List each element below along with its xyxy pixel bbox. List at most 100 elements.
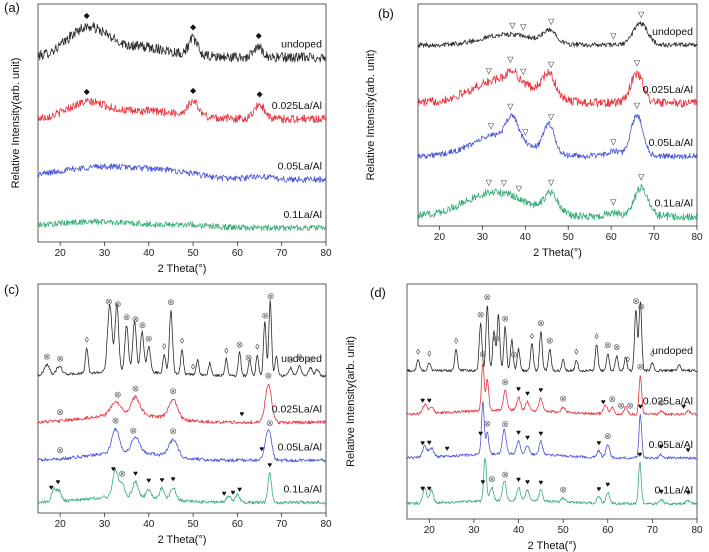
peak-marker: ⊗ xyxy=(501,314,509,324)
peak-marker: ♥ xyxy=(601,397,606,406)
peak-marker: ▽ xyxy=(520,67,527,76)
x-tick-label: 80 xyxy=(320,248,332,259)
series-line-0-05la-al xyxy=(406,401,697,460)
series-label-undoped: undoped xyxy=(652,345,693,357)
x-tick-label: 30 xyxy=(99,519,111,530)
peak-marker: ♥ xyxy=(420,396,425,405)
peak-marker: ⊗ xyxy=(129,426,137,436)
peak-marker: ♥ xyxy=(239,410,244,419)
peak-marker: ⊗ xyxy=(167,297,175,307)
peak-marker: ♥ xyxy=(538,385,543,394)
x-tick-label: 30 xyxy=(477,232,489,243)
series-line-0-025la-al xyxy=(417,68,698,108)
peak-marker: ⊗ xyxy=(637,301,645,311)
peak-marker: ⊗ xyxy=(118,469,126,479)
peak-marker: ⊗ xyxy=(617,400,625,410)
peak-marker: ▽ xyxy=(509,21,516,30)
peak-marker: ♥ xyxy=(49,483,54,492)
peak-marker: ◊ xyxy=(416,347,420,356)
series-line-0-05la-al xyxy=(37,163,327,183)
x-tick-label: 20 xyxy=(434,232,446,243)
x-tick-label: 50 xyxy=(188,519,200,530)
panel-label: (a) xyxy=(4,0,20,15)
peak-marker: ♥ xyxy=(56,477,61,486)
peak-marker: ♥ xyxy=(420,438,425,447)
peak-marker: ♥ xyxy=(605,480,610,489)
x-tick-label: 50 xyxy=(563,232,575,243)
peak-marker: ▽ xyxy=(634,101,641,110)
peak-marker: ♥ xyxy=(681,402,686,411)
peak-marker: ⊗ xyxy=(296,352,304,362)
peak-marker: ◊ xyxy=(180,336,184,345)
peak-marker: ⊗ xyxy=(546,336,554,346)
peak-marker: ▽ xyxy=(516,184,523,193)
x-axis-label: 2 Theta(°) xyxy=(158,263,207,275)
series-label-undoped: undoped xyxy=(652,26,693,38)
peak-marker: ◆ xyxy=(190,23,197,32)
series-label-undoped: undoped xyxy=(281,38,322,50)
peak-marker: ⊗ xyxy=(604,431,612,441)
x-tick-label: 30 xyxy=(99,248,111,259)
x-tick-label: 30 xyxy=(468,525,480,536)
peak-marker: ▽ xyxy=(610,137,617,146)
peak-marker: ♥ xyxy=(596,484,601,493)
peak-marker: ◊ xyxy=(85,336,89,345)
series-label-0-1la-al: 0.1La/Al xyxy=(654,197,693,209)
peak-marker: ⊗ xyxy=(123,312,131,322)
x-tick-label: 40 xyxy=(143,248,155,259)
peak-marker: ◊ xyxy=(224,346,228,355)
peak-marker: ⊗ xyxy=(169,386,177,396)
peak-marker: ♥ xyxy=(111,465,116,474)
peak-marker: ♥ xyxy=(237,485,242,494)
peak-marker: ◊ xyxy=(255,343,259,352)
peak-marker: ◆ xyxy=(256,31,263,40)
peak-marker: ▽ xyxy=(610,198,617,207)
x-axis-label: 2 Theta(°) xyxy=(528,540,577,552)
peak-marker: ⊗ xyxy=(114,389,122,399)
peak-marker: ♥ xyxy=(160,475,165,484)
x-tick-label: 70 xyxy=(276,248,288,259)
series-label-0-025la-al: 0.025La/Al xyxy=(272,100,322,112)
series-line-undoped xyxy=(37,299,327,378)
peak-marker: ⊗ xyxy=(501,377,509,387)
peak-marker: ⊗ xyxy=(492,333,500,343)
peak-marker: ⊗ xyxy=(145,334,153,344)
x-tick-label: 70 xyxy=(647,525,659,536)
peak-marker: ♥ xyxy=(538,429,543,438)
series-label-0-1la-al: 0.1La/Al xyxy=(283,209,322,221)
peak-marker: ◆ xyxy=(84,87,91,96)
series-line-undoped xyxy=(417,21,698,48)
peak-marker: ⊗ xyxy=(265,371,273,381)
series-line-undoped xyxy=(37,22,327,63)
peak-marker: ⊗ xyxy=(43,351,51,361)
peak-marker: ♥ xyxy=(638,402,643,411)
x-tick-label: 40 xyxy=(520,232,532,243)
y-axis-label: Relative Intensity(arb. unit) xyxy=(10,58,22,189)
panel-b: 20 30 40 50 60 70 80 2 Theta(°) Relative Intensi… xyxy=(365,3,703,259)
x-tick-label: 60 xyxy=(232,519,244,530)
series-line-undoped xyxy=(406,301,698,373)
peak-marker: ♥ xyxy=(525,477,530,486)
peak-marker: ♥ xyxy=(686,446,691,455)
x-tick-label: 80 xyxy=(320,519,332,530)
series-label-0-05la-al: 0.05La/Al xyxy=(278,160,322,172)
x-tick-label: 20 xyxy=(55,248,67,259)
peak-marker: ♥ xyxy=(525,433,530,442)
series-line-0-1la-al xyxy=(417,183,698,221)
x-axis-label: 2 Theta(°) xyxy=(158,534,207,546)
peak-marker: ⊗ xyxy=(287,354,295,364)
peak-marker: ▽ xyxy=(488,122,495,131)
peak-marker: ♥ xyxy=(516,428,521,437)
peak-marker: ◊ xyxy=(162,342,166,351)
peak-marker: ♥ xyxy=(427,484,432,493)
peak-marker: ▽ xyxy=(486,66,493,75)
x-tick-label: 70 xyxy=(276,519,288,530)
panel-label: (d) xyxy=(370,285,386,300)
x-tick-label: 80 xyxy=(691,525,703,536)
peak-marker: ♥ xyxy=(480,478,485,487)
x-tick-label: 60 xyxy=(602,525,614,536)
peak-marker: ♥ xyxy=(267,460,272,469)
peak-marker: ⊗ xyxy=(559,484,567,494)
peak-marker: ♥ xyxy=(171,474,176,483)
